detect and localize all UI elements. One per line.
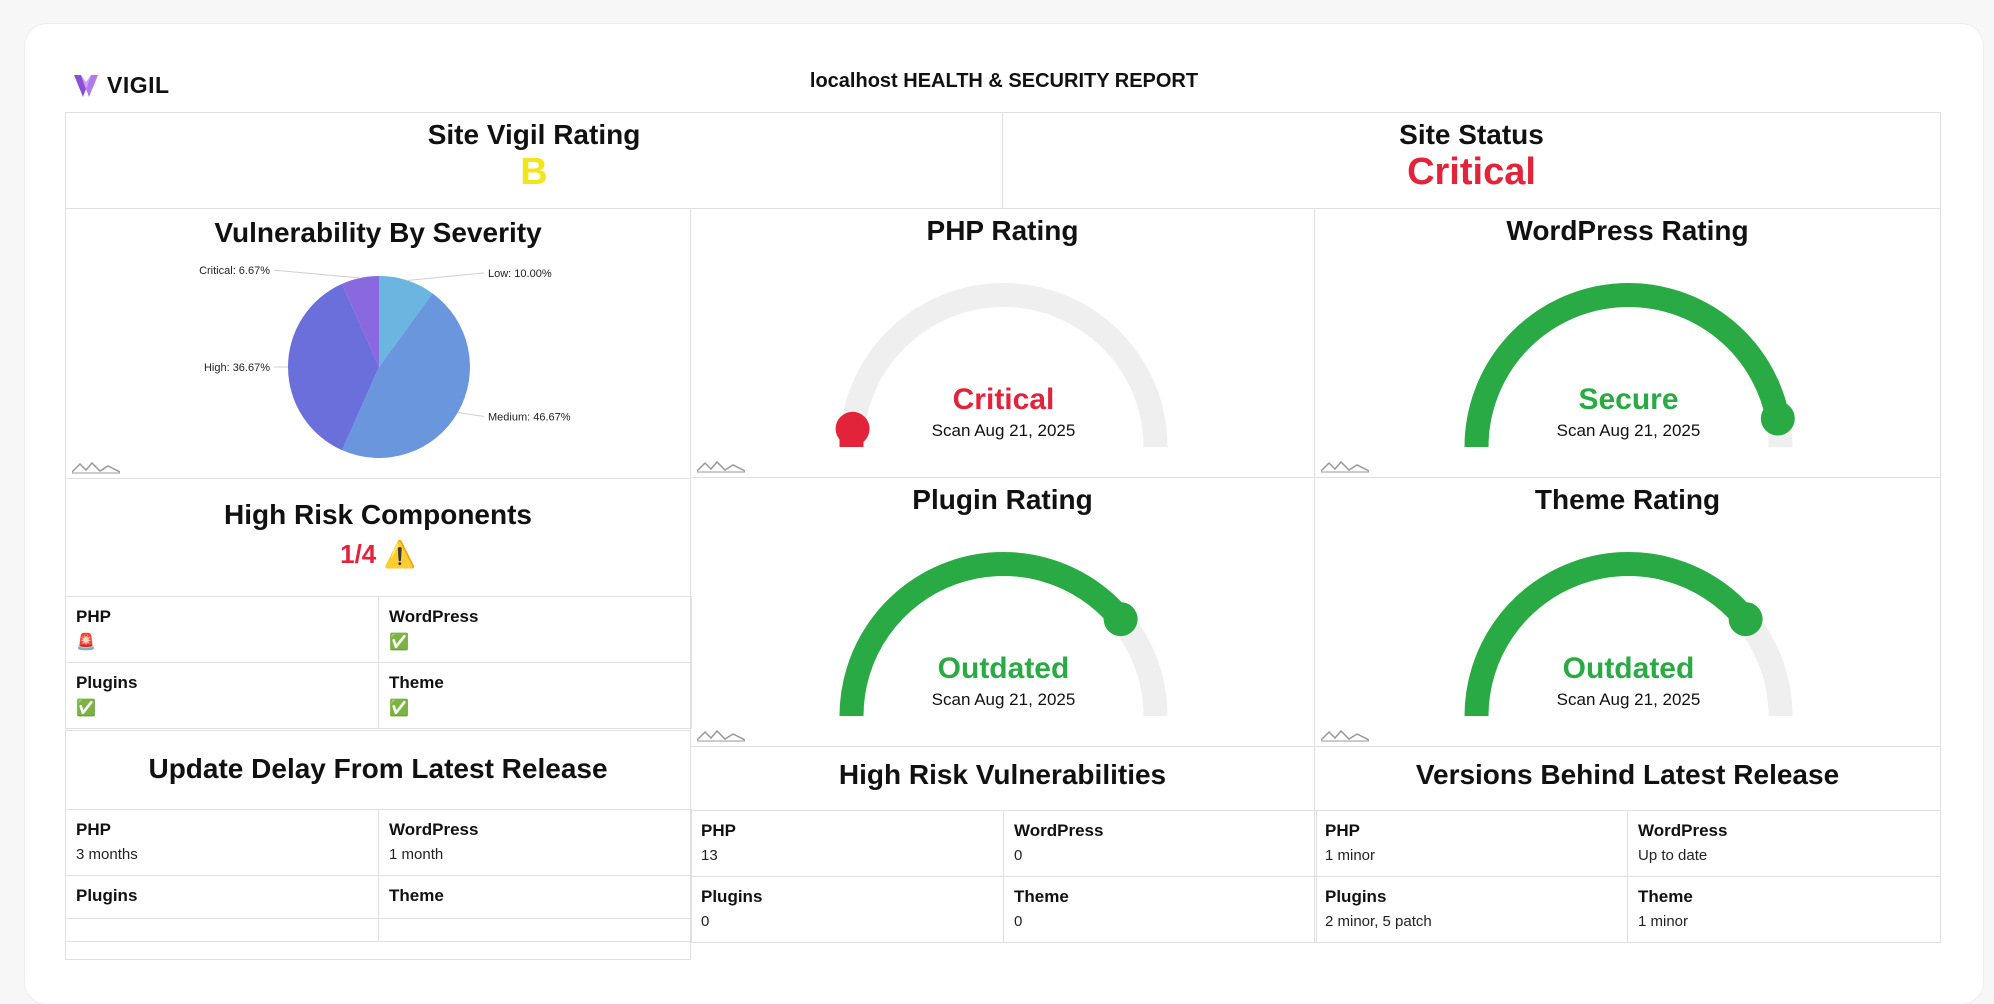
gauge-scan-date: Scan Aug 21, 2025: [932, 421, 1076, 440]
delay-label: Theme: [389, 886, 681, 906]
versions-value: 2 minor, 5 patch: [1325, 913, 1617, 930]
report-card: VIGIL localhost HEALTH & SECURITY REPORT…: [25, 24, 1983, 1004]
gauge-scan-date: Scan Aug 21, 2025: [1557, 421, 1701, 440]
versions-plugins: Plugins 2 minor, 5 patch: [1314, 876, 1628, 943]
hrc-status-icon: 🚨: [76, 632, 368, 652]
site-status-value: Critical: [1003, 151, 1940, 194]
gauge-knob: [1761, 402, 1795, 436]
versions-label: Plugins: [1325, 887, 1617, 907]
high-risk-vulns-panel: High Risk Vulnerabilities: [690, 746, 1315, 811]
vulns-label: Plugins: [701, 887, 993, 907]
versions-value: 1 minor: [1325, 847, 1617, 864]
versions-value: Up to date: [1638, 847, 1930, 864]
gauge-status: Outdated: [1563, 652, 1695, 685]
update-delay-title: Update Delay From Latest Release: [66, 753, 690, 785]
site-status-panel: Site Status Critical: [1002, 112, 1941, 209]
hrc-label: WordPress: [389, 607, 681, 627]
vulns-label: WordPress: [1014, 821, 1306, 841]
chart-menu-icon[interactable]: [697, 728, 745, 742]
delay-label: Plugins: [76, 886, 368, 906]
high-risk-components-panel: High Risk Components 1/4 ⚠️: [65, 478, 691, 597]
hrc-label: PHP: [76, 607, 368, 627]
gauge-arc: Outdated Scan Aug 21, 2025: [691, 478, 1316, 748]
gauge-knob: [836, 412, 870, 446]
gauge-scan-date: Scan Aug 21, 2025: [1557, 690, 1701, 709]
gauge-arc: Secure Scan Aug 21, 2025: [1315, 209, 1942, 479]
chart-menu-icon[interactable]: [1321, 728, 1369, 742]
report-title: localhost HEALTH & SECURITY REPORT: [25, 70, 1983, 93]
gauge-knob: [1104, 602, 1138, 636]
chart-menu-icon[interactable]: [72, 460, 120, 474]
update-delay-panel: Update Delay From Latest Release: [65, 730, 691, 810]
versions-php: PHP 1 minor: [1314, 810, 1628, 877]
hrc-status-icon: ✅: [76, 698, 368, 718]
versions-behind-title: Versions Behind Latest Release: [1315, 759, 1940, 791]
pie-leader-medium: [458, 412, 484, 416]
pie-label-high: High: 36.67%: [204, 362, 270, 374]
hrc-wordpress: WordPress ✅: [378, 596, 692, 663]
vulns-theme: Theme 0: [1003, 876, 1317, 943]
vulns-php: PHP 13: [690, 810, 1004, 877]
delay-label: PHP: [76, 820, 368, 840]
gauge-scan-date: Scan Aug 21, 2025: [932, 690, 1076, 709]
delay-wordpress: WordPress 1 month: [378, 809, 692, 876]
warning-icon: ⚠️: [384, 539, 416, 569]
severity-pie-chart: Low: 10.00% Medium: 46.67% High: 36.67% Cri…: [66, 209, 692, 480]
vulns-label: Theme: [1014, 887, 1306, 907]
vigil-rating-panel: Site Vigil Rating B: [65, 112, 1003, 209]
gauge-status: Critical: [953, 383, 1055, 416]
vigil-rating-value: B: [66, 151, 1002, 194]
pie-label-low: Low: 10.00%: [488, 268, 552, 280]
delay-theme: Theme: [378, 875, 692, 942]
gauge-arc: Outdated Scan Aug 21, 2025: [1315, 478, 1942, 748]
vulns-plugins: Plugins 0: [690, 876, 1004, 943]
versions-theme: Theme 1 minor: [1627, 876, 1941, 943]
hrc-status-icon: ✅: [389, 632, 681, 652]
delay-value: 3 months: [76, 846, 368, 863]
high-risk-components-title: High Risk Components: [66, 499, 690, 531]
vulns-wordpress: WordPress 0: [1003, 810, 1317, 877]
versions-label: PHP: [1325, 821, 1617, 841]
hrc-theme: Theme ✅: [378, 662, 692, 729]
hrc-status-icon: ✅: [389, 698, 681, 718]
vulns-value: 13: [701, 847, 993, 864]
pie-label-critical: Critical: 6.67%: [199, 265, 270, 277]
site-status-label: Site Status: [1003, 119, 1940, 151]
high-risk-count: 1/4: [340, 539, 376, 569]
vulns-value: 0: [1014, 913, 1306, 930]
chart-menu-icon[interactable]: [697, 459, 745, 473]
hrc-php: PHP 🚨: [65, 596, 379, 663]
versions-value: 1 minor: [1638, 913, 1930, 930]
gauge-arc: Critical Scan Aug 21, 2025: [691, 209, 1316, 479]
high-risk-vulns-title: High Risk Vulnerabilities: [691, 759, 1314, 791]
hrc-label: Plugins: [76, 673, 368, 693]
gauge-knob: [1729, 602, 1763, 636]
delay-value: 1 month: [389, 846, 681, 863]
versions-wordpress: WordPress Up to date: [1627, 810, 1941, 877]
delay-plugins: Plugins: [65, 875, 379, 942]
vigil-rating-label: Site Vigil Rating: [66, 119, 1002, 151]
gauge-status: Secure: [1578, 383, 1678, 416]
delay-php: PHP 3 months: [65, 809, 379, 876]
hrc-label: Theme: [389, 673, 681, 693]
versions-behind-panel: Versions Behind Latest Release: [1314, 746, 1941, 811]
pie-leader-critical: [274, 270, 360, 278]
versions-label: Theme: [1638, 887, 1930, 907]
vulns-value: 0: [701, 913, 993, 930]
vulns-value: 0: [1014, 847, 1306, 864]
pie-leader-low: [407, 273, 484, 281]
pie-label-medium: Medium: 46.67%: [488, 411, 571, 423]
hrc-plugins: Plugins ✅: [65, 662, 379, 729]
chart-menu-icon[interactable]: [1321, 459, 1369, 473]
high-risk-count-row: 1/4 ⚠️: [66, 539, 690, 570]
gauge-status: Outdated: [938, 652, 1070, 685]
vulns-label: PHP: [701, 821, 993, 841]
delay-label: WordPress: [389, 820, 681, 840]
severity-chart-panel: Vulnerability By Severity Low: 10.00%Med…: [65, 208, 691, 479]
versions-label: WordPress: [1638, 821, 1930, 841]
